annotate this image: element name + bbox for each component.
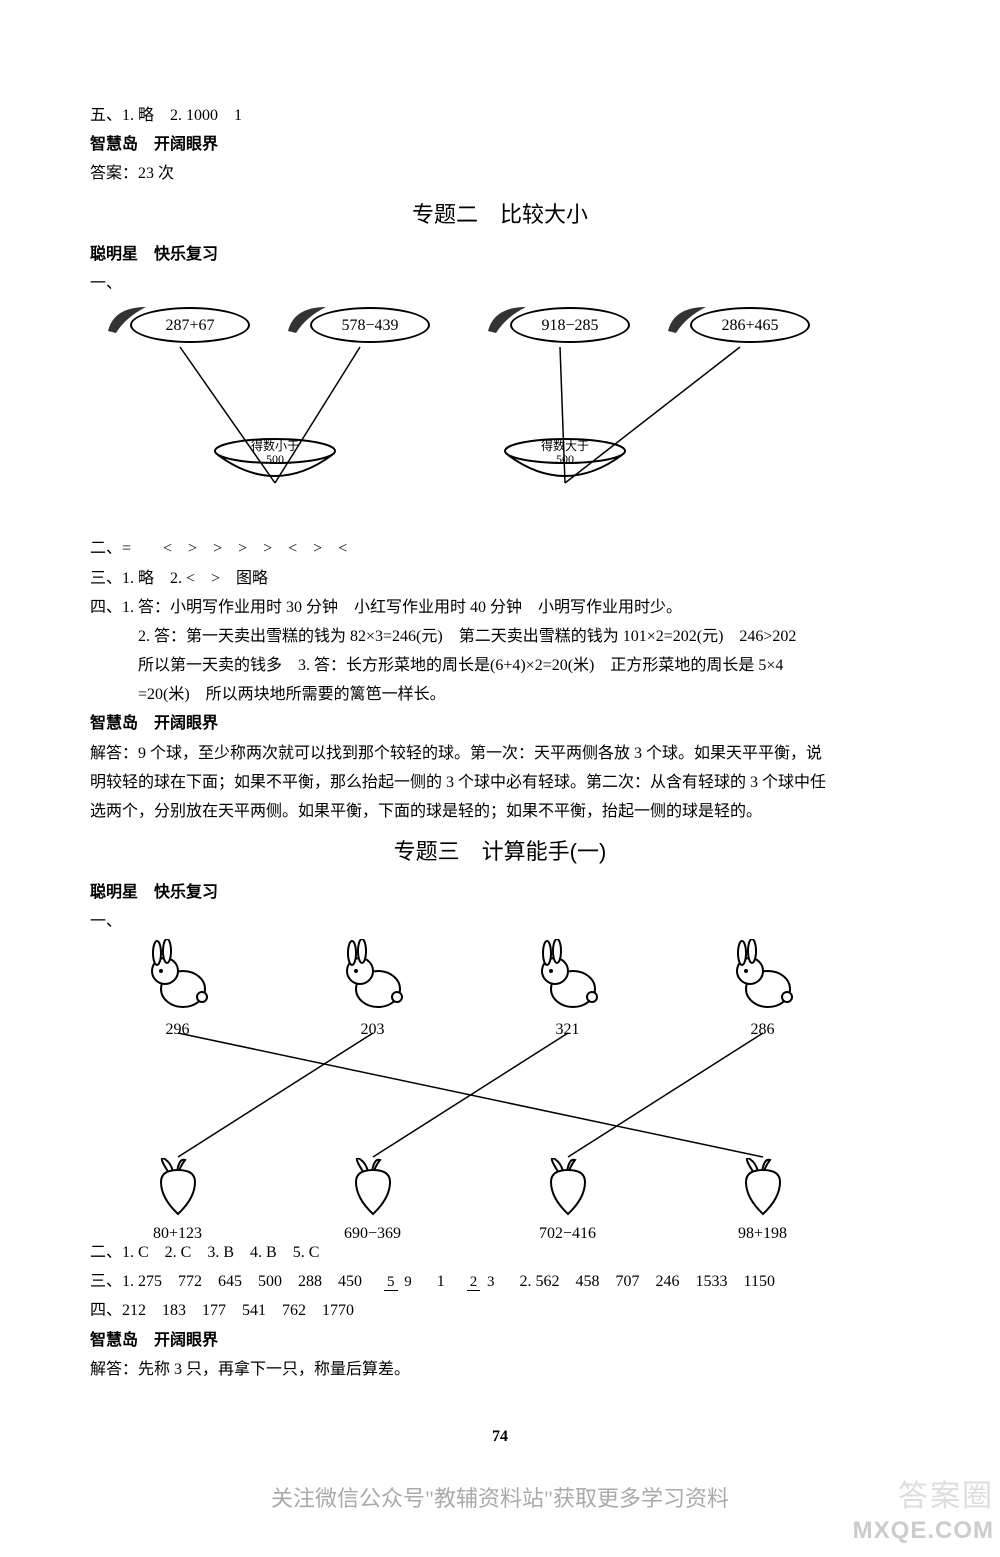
leaf-oval-2: 578−439 bbox=[290, 303, 430, 347]
bowl-icon: 得数小于 500 bbox=[210, 437, 340, 487]
topic2-row-one-label: 一、 bbox=[90, 270, 910, 297]
answer-23: 答案：23 次 bbox=[90, 160, 910, 187]
bottom-note: 关注微信公众号"教辅资料站"获取更多学习资料 bbox=[90, 1480, 910, 1517]
fraction-5-9: 5 9 bbox=[384, 1275, 415, 1291]
topic3-title: 专题三 计算能手(一) bbox=[90, 833, 910, 870]
wisdom-island-header-2: 智慧岛 开阔眼界 bbox=[90, 710, 910, 737]
rabbit-icon bbox=[728, 939, 798, 1014]
topic3-row3-pre: 三、1. 275 772 645 500 288 450 bbox=[90, 1273, 378, 1290]
rabbit-row: 296 203 bbox=[130, 937, 910, 1043]
rabbit-icon bbox=[143, 939, 213, 1014]
rabbit-icon bbox=[338, 939, 408, 1014]
radish-icon bbox=[734, 1158, 792, 1218]
rabbit-1: 296 bbox=[130, 939, 225, 1043]
leaf-label-1: 287+67 bbox=[130, 307, 250, 343]
topic3-row4: 四、212 183 177 541 762 1770 bbox=[90, 1297, 910, 1324]
rabbit-4: 286 bbox=[715, 939, 810, 1043]
bowl-2: 得数大于 500 bbox=[500, 437, 630, 487]
rabbit-label-4: 286 bbox=[715, 1016, 810, 1043]
rabbit-label-2: 203 bbox=[325, 1016, 420, 1043]
topic2-cmx: 聪明星 快乐复习 bbox=[90, 241, 910, 268]
wisdom-island-header-3: 智慧岛 开阔眼界 bbox=[90, 1327, 910, 1354]
topic2-title: 专题二 比较大小 bbox=[90, 196, 910, 233]
rabbit-label-3: 321 bbox=[520, 1016, 615, 1043]
topic2-zhd-p2: 明较轻的球在下面；如果不平衡，那么抬起一侧的 3 个球中必有轻球。第二次：从含有… bbox=[90, 769, 910, 796]
leaf-label-2: 578−439 bbox=[310, 307, 430, 343]
bowl-1: 得数小于 500 bbox=[210, 437, 340, 487]
topic3-row3: 三、1. 275 772 645 500 288 450 5 9 1 2 3 2… bbox=[90, 1268, 910, 1295]
page-number: 74 bbox=[90, 1423, 910, 1450]
radish-1: 80+123 bbox=[130, 1158, 225, 1247]
radish-label-3: 702−416 bbox=[520, 1220, 615, 1247]
radish-row: 80+123 690−369 702−416 bbox=[130, 1158, 910, 1247]
bowl-icon: 得数大于 500 bbox=[500, 437, 630, 487]
watermark-url: MXQE.COM bbox=[853, 1511, 994, 1552]
topic2-row4-1: 四、1. 答：小明写作业用时 30 分钟 小红写作业用时 40 分钟 小明写作业… bbox=[90, 594, 910, 621]
topic2-diagram: 287+67 578−439 918−285 286+465 得数小于 bbox=[90, 303, 910, 533]
svg-text:得数大于: 得数大于 bbox=[541, 438, 589, 453]
topic3-row3-mid: 1 bbox=[421, 1273, 461, 1290]
bowl-row: 得数小于 500 得数大于 500 bbox=[210, 437, 910, 487]
topic3-diagram: 296 203 bbox=[90, 937, 910, 1237]
leaf-label-4: 286+465 bbox=[690, 307, 810, 343]
page: 五、1. 略 2. 1000 1 智慧岛 开阔眼界 答案：23 次 专题二 比较… bbox=[0, 0, 1000, 1557]
svg-text:500: 500 bbox=[556, 452, 574, 466]
leaf-oval-4: 286+465 bbox=[670, 303, 810, 347]
radish-icon bbox=[344, 1158, 402, 1218]
line-five: 五、1. 略 2. 1000 1 bbox=[90, 102, 910, 129]
topic3-row3-post: 2. 562 458 707 246 1533 1150 bbox=[504, 1273, 775, 1290]
radish-3: 702−416 bbox=[520, 1158, 615, 1247]
svg-text:得数小于: 得数小于 bbox=[251, 438, 299, 453]
rabbit-label-1: 296 bbox=[130, 1016, 225, 1043]
leaf-oval-1: 287+67 bbox=[110, 303, 250, 347]
radish-4: 98+198 bbox=[715, 1158, 810, 1247]
radish-2: 690−369 bbox=[325, 1158, 420, 1247]
topic2-row2: 二、= < > > > > < > < bbox=[90, 535, 910, 562]
radish-icon bbox=[539, 1158, 597, 1218]
radish-label-1: 80+123 bbox=[130, 1220, 225, 1247]
leaf-row: 287+67 578−439 918−285 286+465 bbox=[110, 303, 910, 347]
rabbit-2: 203 bbox=[325, 939, 420, 1043]
topic2-row3: 三、1. 略 2. < > 图略 bbox=[90, 565, 910, 592]
rabbit-icon bbox=[533, 939, 603, 1014]
svg-text:500: 500 bbox=[266, 452, 284, 466]
topic3-zhd-p: 解答：先称 3 只，再拿下一只，称量后算差。 bbox=[90, 1356, 910, 1383]
radish-icon bbox=[149, 1158, 207, 1218]
fraction-2-3: 2 3 bbox=[467, 1275, 498, 1291]
leaf-oval-3: 918−285 bbox=[490, 303, 630, 347]
topic2-row4-2c: =20(米) 所以两块地所需要的篱笆一样长。 bbox=[90, 681, 910, 708]
leaf-label-3: 918−285 bbox=[510, 307, 630, 343]
topic2-zhd-p1: 解答：9 个球，至少称两次就可以找到那个较轻的球。第一次：天平两侧各放 3 个球… bbox=[90, 740, 910, 767]
topic2-zhd-p3: 选两个，分别放在天平两侧。如果平衡，下面的球是轻的；如果不平衡，抬起一侧的球是轻… bbox=[90, 798, 910, 825]
radish-label-2: 690−369 bbox=[325, 1220, 420, 1247]
radish-label-4: 98+198 bbox=[715, 1220, 810, 1247]
topic2-row4-2: 2. 答：第一天卖出雪糕的钱为 82×3=246(元) 第二天卖出雪糕的钱为 1… bbox=[90, 623, 910, 650]
topic3-cmx: 聪明星 快乐复习 bbox=[90, 879, 910, 906]
rabbit-3: 321 bbox=[520, 939, 615, 1043]
topic2-row4-2b: 所以第一天卖的钱多 3. 答：长方形菜地的周长是(6+4)×2=20(米) 正方… bbox=[90, 652, 910, 679]
topic3-row-one-label: 一、 bbox=[90, 908, 910, 935]
wisdom-island-header-1: 智慧岛 开阔眼界 bbox=[90, 131, 910, 158]
